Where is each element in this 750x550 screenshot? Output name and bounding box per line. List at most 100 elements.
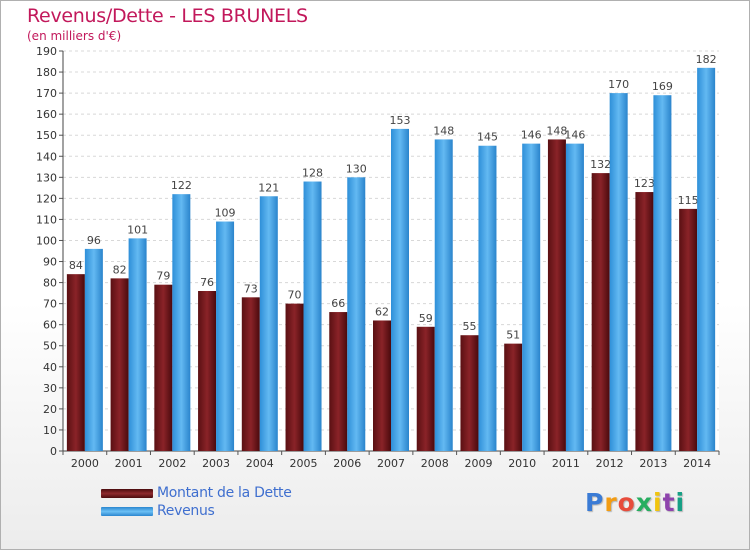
y-tick-label: 90 bbox=[43, 256, 57, 269]
bar-dette bbox=[285, 303, 304, 451]
y-tick-label: 180 bbox=[36, 66, 57, 79]
y-tick-label: 160 bbox=[36, 108, 57, 121]
y-tick-label: 20 bbox=[43, 403, 57, 416]
y-tick-label: 0 bbox=[50, 445, 57, 458]
data-label-dette: 123 bbox=[634, 177, 655, 190]
y-tick-label: 150 bbox=[36, 129, 57, 142]
bar-dette bbox=[241, 297, 260, 451]
x-tick-label: 2006 bbox=[333, 457, 361, 470]
bar-dette bbox=[416, 326, 435, 451]
bar-dette bbox=[504, 343, 523, 451]
x-tick-label: 2012 bbox=[596, 457, 624, 470]
data-label-dette: 66 bbox=[331, 297, 345, 310]
legend-swatch-dette bbox=[101, 489, 153, 498]
data-label-dette: 51 bbox=[506, 329, 520, 342]
data-label-revenus: 128 bbox=[302, 167, 323, 180]
bar-revenus bbox=[303, 181, 322, 452]
bar-revenus bbox=[565, 143, 584, 451]
data-label-revenus: 169 bbox=[652, 80, 673, 93]
bar-dette bbox=[198, 291, 217, 451]
data-label-revenus: 146 bbox=[521, 129, 542, 142]
y-tick-label: 120 bbox=[36, 192, 57, 205]
data-label-revenus: 101 bbox=[127, 223, 148, 236]
y-tick-label: 170 bbox=[36, 87, 57, 100]
data-label-revenus: 96 bbox=[87, 234, 101, 247]
x-tick-label: 2000 bbox=[71, 457, 99, 470]
logo-letter: i bbox=[653, 488, 663, 517]
data-label-dette: 148 bbox=[546, 124, 567, 137]
data-label-dette: 55 bbox=[462, 320, 476, 333]
data-label-dette: 84 bbox=[69, 259, 83, 272]
bar-dette bbox=[679, 208, 698, 451]
logo-letter: i bbox=[675, 488, 686, 517]
y-tick-label: 110 bbox=[36, 213, 57, 226]
x-tick-label: 2009 bbox=[464, 457, 492, 470]
data-label-revenus: 122 bbox=[171, 179, 192, 192]
data-label-dette: 82 bbox=[113, 263, 127, 276]
bar-dette bbox=[460, 335, 479, 451]
bar-revenus bbox=[434, 139, 453, 451]
bar-dette bbox=[66, 274, 85, 451]
bar-revenus bbox=[653, 95, 672, 452]
data-label-revenus: 145 bbox=[477, 131, 498, 144]
x-tick-label: 2011 bbox=[552, 457, 580, 470]
data-label-dette: 73 bbox=[244, 282, 258, 295]
y-tick-label: 10 bbox=[43, 424, 57, 437]
bar-dette bbox=[373, 320, 391, 451]
x-tick-label: 2007 bbox=[377, 457, 405, 470]
data-label-dette: 59 bbox=[419, 312, 433, 325]
bar-revenus bbox=[478, 145, 497, 451]
y-tick-label: 40 bbox=[43, 361, 57, 374]
chart-title: Revenus/Dette - LES BRUNELS bbox=[27, 5, 308, 27]
data-label-dette: 79 bbox=[156, 270, 170, 283]
data-label-revenus: 182 bbox=[696, 53, 717, 66]
x-tick-label: 2001 bbox=[115, 457, 143, 470]
y-tick-label: 60 bbox=[43, 319, 57, 332]
bar-dette bbox=[547, 139, 566, 451]
logo-letter: o bbox=[617, 488, 636, 517]
bar-revenus bbox=[128, 238, 147, 451]
bar-dette bbox=[110, 278, 129, 451]
bar-revenus bbox=[391, 128, 409, 451]
y-tick-label: 50 bbox=[43, 340, 57, 353]
data-label-dette: 76 bbox=[200, 276, 214, 289]
bar-dette bbox=[591, 173, 610, 451]
bar-dette bbox=[154, 284, 173, 451]
data-label-dette: 132 bbox=[590, 158, 611, 171]
x-tick-label: 2005 bbox=[290, 457, 318, 470]
legend-label-revenus: Revenus bbox=[157, 503, 215, 519]
bar-dette bbox=[635, 192, 654, 452]
bar-revenus bbox=[259, 196, 278, 451]
y-tick-label: 140 bbox=[36, 150, 57, 163]
data-label-revenus: 121 bbox=[258, 181, 279, 194]
x-tick-label: 2004 bbox=[246, 457, 274, 470]
data-label-revenus: 148 bbox=[433, 124, 454, 137]
legend-label-dette: Montant de la Dette bbox=[157, 485, 292, 501]
bar-revenus bbox=[347, 177, 366, 451]
bar-revenus bbox=[609, 93, 628, 452]
bar-revenus bbox=[172, 194, 191, 451]
data-label-revenus: 170 bbox=[608, 78, 629, 91]
proxiti-logo: Proxiti bbox=[585, 488, 685, 517]
x-tick-label: 2002 bbox=[158, 457, 186, 470]
x-tick-label: 2008 bbox=[421, 457, 449, 470]
bar-revenus bbox=[84, 248, 103, 451]
chart-subtitle: (en milliers d'€) bbox=[27, 29, 122, 43]
y-tick-label: 80 bbox=[43, 277, 57, 290]
bar-revenus bbox=[522, 143, 541, 451]
logo-letter: P bbox=[585, 488, 605, 517]
data-label-revenus: 146 bbox=[564, 129, 585, 142]
logo-letter: x bbox=[635, 488, 653, 517]
data-label-revenus: 109 bbox=[215, 207, 236, 220]
y-tick-label: 70 bbox=[43, 298, 57, 311]
x-tick-label: 2013 bbox=[639, 457, 667, 470]
y-tick-label: 130 bbox=[36, 171, 57, 184]
x-tick-label: 2003 bbox=[202, 457, 230, 470]
legend-swatch-revenus bbox=[101, 507, 153, 516]
bar-revenus bbox=[697, 67, 716, 451]
bar-dette bbox=[329, 312, 348, 451]
y-tick-label: 100 bbox=[36, 234, 57, 247]
data-label-dette: 115 bbox=[678, 194, 699, 207]
